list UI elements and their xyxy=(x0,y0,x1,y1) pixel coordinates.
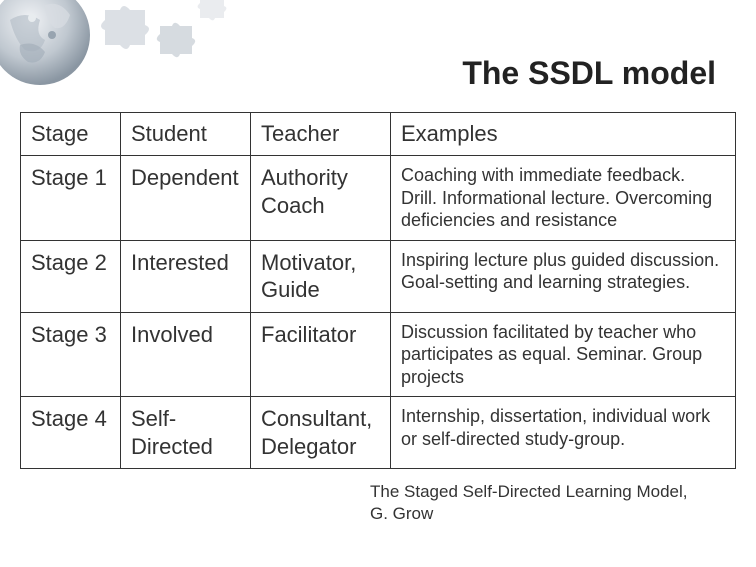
slide-title: The SSDL model xyxy=(0,0,756,112)
table-row: Stage 3 Involved Facilitator Discussion … xyxy=(21,312,736,397)
cell-examples: Inspiring lecture plus guided discussion… xyxy=(391,240,736,312)
cell-examples: Coaching with immediate feedback. Drill.… xyxy=(391,156,736,241)
table-header-row: Stage Student Teacher Examples xyxy=(21,113,736,156)
cell-student: Self-Directed xyxy=(121,397,251,469)
table-row: Stage 4 Self-Directed Consultant, Delega… xyxy=(21,397,736,469)
ssdl-table: Stage Student Teacher Examples Stage 1 D… xyxy=(20,112,736,469)
cell-teacher: Authority Coach xyxy=(251,156,391,241)
col-header-stage: Stage xyxy=(21,113,121,156)
caption-line: The Staged Self-Directed Learning Model, xyxy=(370,481,756,503)
cell-student: Involved xyxy=(121,312,251,397)
table-row: Stage 2 Interested Motivator, Guide Insp… xyxy=(21,240,736,312)
cell-teacher: Consultant, Delegator xyxy=(251,397,391,469)
cell-examples: Discussion facilitated by teacher who pa… xyxy=(391,312,736,397)
cell-stage: Stage 1 xyxy=(21,156,121,241)
col-header-teacher: Teacher xyxy=(251,113,391,156)
cell-student: Dependent xyxy=(121,156,251,241)
cell-teacher: Motivator, Guide xyxy=(251,240,391,312)
slide-caption: The Staged Self-Directed Learning Model,… xyxy=(370,469,756,525)
col-header-examples: Examples xyxy=(391,113,736,156)
cell-stage: Stage 2 xyxy=(21,240,121,312)
table-row: Stage 1 Dependent Authority Coach Coachi… xyxy=(21,156,736,241)
cell-teacher: Facilitator xyxy=(251,312,391,397)
cell-stage: Stage 3 xyxy=(21,312,121,397)
cell-student: Interested xyxy=(121,240,251,312)
col-header-student: Student xyxy=(121,113,251,156)
cell-examples: Internship, dissertation, individual wor… xyxy=(391,397,736,469)
cell-stage: Stage 4 xyxy=(21,397,121,469)
table-container: Stage Student Teacher Examples Stage 1 D… xyxy=(0,112,756,469)
caption-line: G. Grow xyxy=(370,503,756,525)
